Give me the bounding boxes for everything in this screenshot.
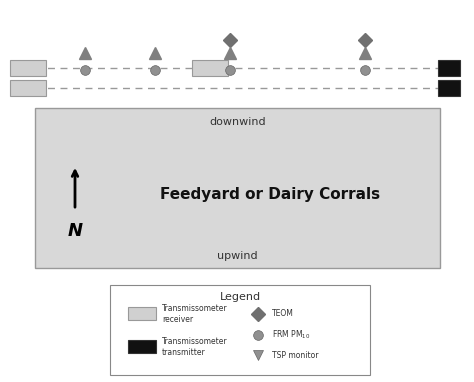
Text: TEOM: TEOM bbox=[272, 309, 294, 319]
Text: FRM PM$_{10}$: FRM PM$_{10}$ bbox=[272, 329, 310, 341]
Bar bbox=[10, 80, 46, 96]
Bar bbox=[128, 307, 156, 320]
Bar bbox=[128, 340, 156, 353]
Text: Legend: Legend bbox=[219, 292, 261, 302]
Bar bbox=[10, 60, 46, 76]
Bar bbox=[35, 108, 440, 268]
Text: upwind: upwind bbox=[217, 251, 258, 261]
Text: Transmissometer
receiver: Transmissometer receiver bbox=[162, 304, 228, 324]
Text: downwind: downwind bbox=[209, 117, 266, 127]
Bar bbox=[110, 285, 370, 375]
Text: N: N bbox=[67, 222, 82, 240]
Bar bbox=[438, 60, 460, 76]
Text: Transmissometer
transmitter: Transmissometer transmitter bbox=[162, 337, 228, 357]
Text: TSP monitor: TSP monitor bbox=[272, 351, 319, 359]
Bar bbox=[192, 60, 228, 76]
Text: Feedyard or Dairy Corrals: Feedyard or Dairy Corrals bbox=[160, 188, 380, 202]
Bar bbox=[438, 80, 460, 96]
